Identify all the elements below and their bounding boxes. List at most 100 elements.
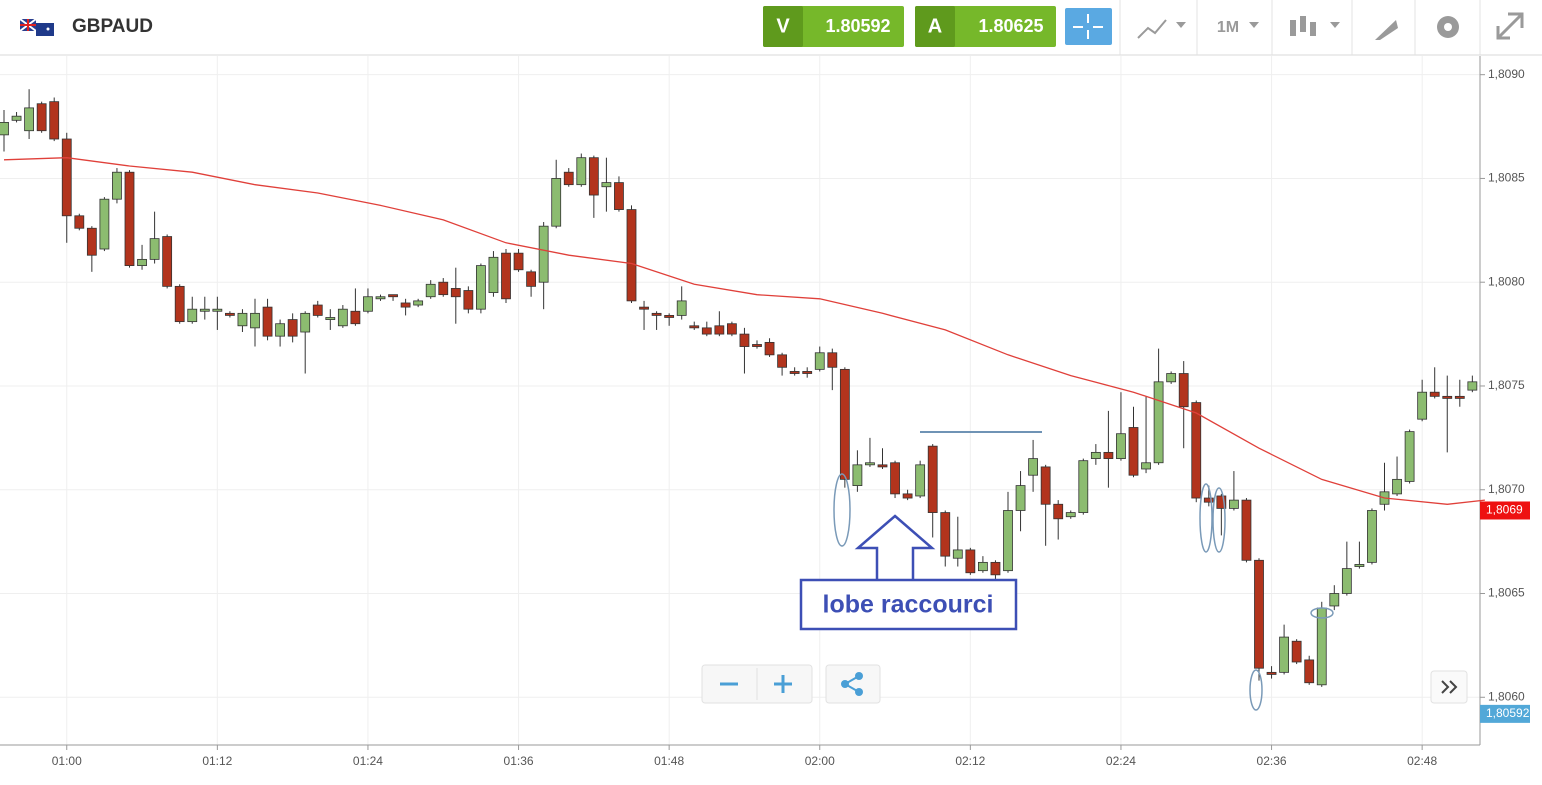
x-tick-label: 02:48	[1407, 754, 1437, 768]
candle-body	[551, 178, 562, 227]
x-tick-label: 02:00	[805, 754, 835, 768]
candle	[363, 288, 373, 314]
flag-star	[46, 27, 50, 31]
candle	[927, 444, 938, 538]
candle-body	[86, 227, 97, 256]
candle-body	[1304, 659, 1315, 684]
candle-body	[1028, 458, 1038, 476]
candle-body	[1216, 495, 1227, 509]
candle-body	[739, 333, 750, 347]
candle	[375, 294, 386, 301]
candle	[689, 321, 700, 330]
candle-body	[1078, 460, 1089, 513]
y-tick-label: 1,8085	[1488, 171, 1525, 185]
buy-button[interactable]: A 1.80625	[915, 6, 1056, 47]
candle-body	[1417, 391, 1428, 420]
candle-body	[727, 323, 737, 335]
candle	[1442, 375, 1453, 453]
candle-body	[639, 306, 649, 310]
candle-body	[614, 182, 624, 210]
candle	[1241, 498, 1252, 563]
candle	[764, 338, 775, 357]
candle	[965, 547, 976, 575]
candle-body	[1128, 427, 1139, 476]
candle	[1329, 585, 1340, 611]
candle	[952, 516, 963, 567]
settings-button[interactable]	[1437, 16, 1459, 38]
sell-button[interactable]: V 1.80592	[763, 6, 904, 47]
candle	[250, 298, 260, 347]
indicator-button[interactable]	[1137, 19, 1186, 39]
fullscreen-button[interactable]	[1496, 12, 1524, 40]
candle-body	[915, 464, 926, 497]
annotation-box	[799, 578, 1018, 631]
candle	[1191, 400, 1202, 503]
candle	[877, 448, 888, 469]
moving-average	[3, 157, 1485, 505]
candle-body	[49, 101, 60, 140]
candle-body	[1454, 395, 1465, 399]
share-icon[interactable]	[841, 672, 863, 696]
candle	[0, 109, 9, 152]
crosshair-bg[interactable]	[1065, 8, 1112, 45]
candle	[1141, 396, 1151, 474]
candle	[614, 176, 624, 212]
candle-body	[601, 182, 612, 188]
zoom-in[interactable]	[774, 675, 792, 693]
candle-body	[777, 354, 787, 368]
candle	[1467, 375, 1478, 393]
candle-body	[212, 308, 223, 312]
price-marker	[1480, 501, 1530, 520]
candle-body	[563, 171, 574, 186]
x-tick-label: 02:12	[955, 754, 985, 768]
candle-body	[1354, 564, 1365, 567]
candle	[538, 222, 549, 310]
candle	[312, 300, 323, 318]
candle	[1316, 601, 1327, 687]
candle-body	[425, 283, 436, 298]
candle	[1166, 371, 1177, 384]
candle	[1429, 367, 1440, 399]
y-tick-label: 1,8065	[1488, 586, 1525, 600]
candle-body	[664, 315, 675, 318]
candle-body	[337, 308, 348, 327]
candle-body	[865, 462, 875, 466]
candle	[1053, 500, 1064, 540]
candle-body	[890, 462, 900, 495]
candle	[99, 197, 110, 252]
candle-body	[1065, 512, 1076, 518]
indicator-icon[interactable]	[1137, 19, 1167, 39]
plot-area: 1,8060 1,8065 1,8070 1,8075 1,8080 1,8085 1,80…	[0, 56, 1530, 768]
share-bg[interactable]	[825, 664, 881, 704]
candle	[1078, 458, 1089, 515]
candle-body	[1153, 381, 1164, 464]
candle	[601, 157, 612, 212]
candle	[978, 556, 988, 573]
candle	[727, 321, 737, 337]
icon-candle	[1300, 16, 1306, 32]
candle-body	[940, 512, 951, 557]
candle	[777, 352, 787, 376]
icon-candle[interactable]	[1290, 20, 1296, 36]
chart-type-button[interactable]	[1290, 16, 1340, 36]
candle	[325, 309, 336, 330]
candle	[940, 510, 951, 567]
candle-body	[275, 323, 286, 337]
candle-body	[325, 317, 336, 320]
candle	[1229, 471, 1239, 511]
candle-body	[764, 341, 775, 356]
candle	[1128, 406, 1139, 478]
candle	[1216, 493, 1227, 536]
candle	[350, 288, 361, 326]
candle	[212, 296, 223, 330]
candle	[174, 284, 185, 324]
candle	[551, 159, 562, 229]
draw-tool[interactable]	[1375, 20, 1398, 40]
gear-hole	[1444, 23, 1452, 31]
crosshair-button[interactable]	[1065, 8, 1112, 45]
candle	[1028, 439, 1038, 492]
timeframe[interactable]: 1M	[1217, 19, 1239, 36]
candle-body	[187, 308, 198, 323]
candle	[49, 97, 60, 142]
candle-body	[978, 561, 988, 572]
